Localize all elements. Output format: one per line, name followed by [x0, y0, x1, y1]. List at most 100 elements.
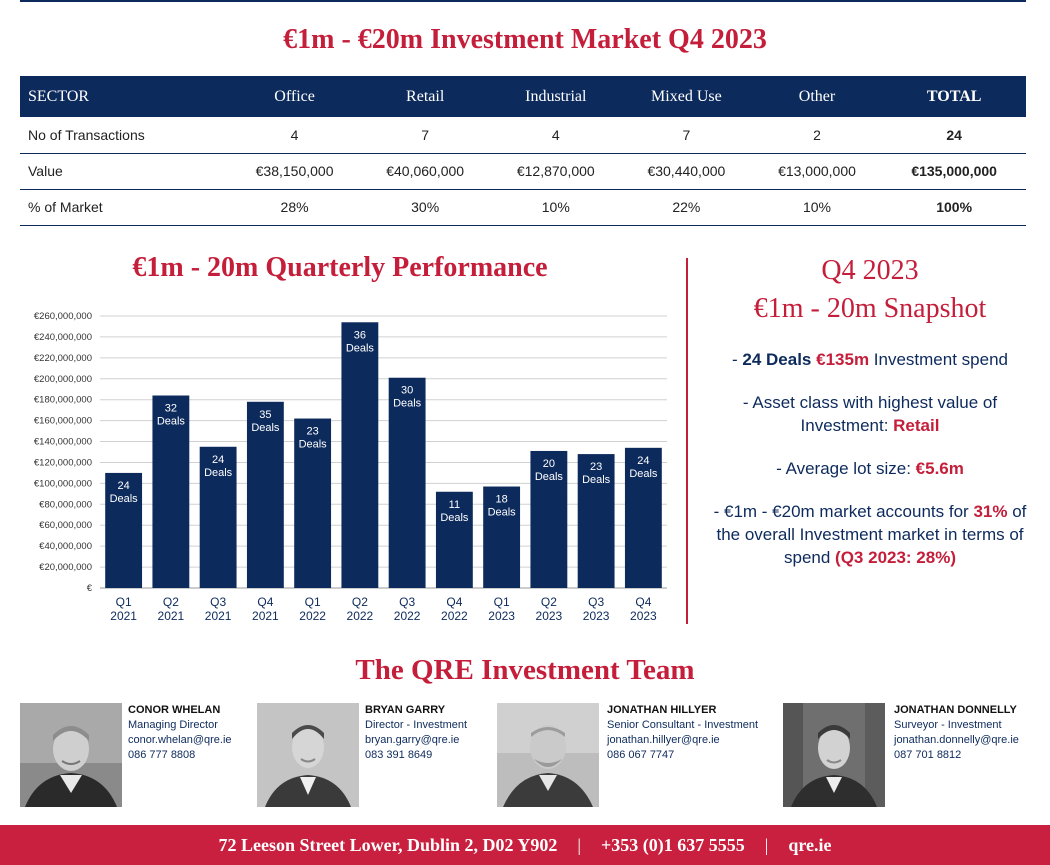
table-cell: €135,000,000 [882, 153, 1026, 190]
bar [341, 322, 379, 588]
table-cell: 4 [229, 117, 360, 154]
top-rule [20, 0, 1026, 2]
avatar [257, 703, 359, 807]
y-tick-label: €160,000,000 [34, 416, 92, 427]
x-tick-label: Q1 [116, 595, 132, 609]
x-tick-label: Q3 [210, 595, 226, 609]
snapshot-title: Q4 2023 €1m - 20m Snapshot [700, 252, 1040, 328]
bar-deals-count: 23 [307, 426, 319, 438]
snapshot-bullet: - Average lot size: €5.6m [776, 459, 964, 478]
x-tick-label: Q2 [541, 595, 557, 609]
member-info: JONATHAN DONNELLY Surveyor - Investment … [894, 703, 1019, 763]
y-tick-label: €120,000,000 [34, 457, 92, 468]
table-cell: 30% [359, 189, 491, 226]
bar-deals-count: 18 [496, 494, 508, 506]
x-tick-label: Q2 [163, 595, 179, 609]
y-tick-label: €260,000,000 [34, 311, 92, 322]
x-tick-label: 2021 [110, 609, 137, 623]
member-role: Surveyor - Investment [894, 719, 1002, 731]
x-tick-label: 2023 [583, 609, 610, 623]
y-tick-label: €200,000,000 [34, 374, 92, 385]
quarterly-bar-chart: € €20,000,000 €40,000,000 €60,000,000 €80,00… [34, 311, 667, 623]
table-cell: Value [20, 153, 230, 190]
x-tick-label: Q2 [352, 595, 368, 609]
x-tick-label: Q4 [635, 595, 651, 609]
avatar [497, 703, 599, 807]
bar-deals-label: Deals [110, 493, 139, 505]
y-tick-label: €240,000,000 [34, 332, 92, 343]
member-name: CONOR WHELAN [128, 704, 221, 716]
table-cell: % of Market [20, 189, 230, 226]
bar-deals-label: Deals [535, 471, 564, 483]
member-phone: 087 701 8812 [894, 749, 962, 761]
member-role: Senior Consultant - Investment [607, 719, 759, 731]
member-info: CONOR WHELAN Managing Director conor.whe… [128, 703, 232, 763]
bar-deals-label: Deals [582, 474, 611, 486]
table-cell: 24 [882, 117, 1026, 154]
member-role: Managing Director [128, 719, 218, 731]
snapshot-bullet: - Asset class with highest value of Inve… [742, 393, 998, 435]
bar [152, 395, 190, 588]
footer-website[interactable]: qre.ie [788, 834, 832, 855]
bar [483, 486, 521, 588]
x-tick-label: 2022 [299, 609, 326, 623]
table-cell: 10% [490, 189, 622, 226]
table-cell: €40,060,000 [359, 153, 491, 190]
bar-deals-label: Deals [204, 467, 233, 479]
bar-deals-label: Deals [299, 439, 328, 451]
snapshot-bullet: - 24 Deals €135m Investment spend [732, 350, 1008, 369]
bar-deals-label: Deals [346, 342, 375, 354]
table-cell: No of Transactions [20, 117, 230, 154]
x-tick-label: 2022 [394, 609, 421, 623]
x-tick-label: Q1 [305, 595, 321, 609]
bar-deals-count: 36 [354, 329, 366, 341]
snapshot-title-line2: €1m - 20m Snapshot [753, 293, 987, 324]
x-tick-label: 2023 [488, 609, 515, 623]
bar [105, 472, 143, 588]
member-name: JONATHAN HILLYER [607, 704, 717, 716]
bar-deals-label: Deals [440, 512, 469, 524]
bar [577, 454, 615, 588]
x-tick-label: Q4 [446, 595, 462, 609]
table-header: TOTAL [882, 76, 1026, 117]
snapshot-bullet: - €1m - €20m market accounts for 31% of … [713, 502, 1027, 567]
x-tick-label: 2023 [630, 609, 657, 623]
bar [294, 418, 332, 588]
bar [624, 447, 662, 588]
bar-deals-count: 35 [259, 409, 271, 421]
table-cell: 10% [751, 189, 883, 226]
y-tick-label: €220,000,000 [34, 353, 92, 364]
member-name: JONATHAN DONNELLY [894, 704, 1017, 716]
bar-deals-count: 24 [637, 455, 649, 467]
table-cell: 28% [229, 189, 360, 226]
bar-deals-label: Deals [488, 507, 517, 519]
table-cell: 7 [621, 117, 752, 154]
chart-title: €1m - 20m Quarterly Performance [132, 252, 548, 283]
member-email[interactable]: conor.whelan@qre.ie [128, 734, 232, 746]
member-email[interactable]: bryan.garry@qre.ie [365, 734, 460, 746]
snapshot-title-line1: Q4 2023 [821, 255, 919, 286]
table-header: Industrial [490, 76, 622, 117]
table-header: Retail [359, 76, 491, 117]
table-header: Office [229, 76, 360, 117]
page-title: €1m - €20m Investment Market Q4 2023 [283, 24, 767, 55]
y-tick-label: €20,000,000 [39, 562, 92, 573]
bar-deals-count: 23 [590, 461, 602, 473]
footer-phone[interactable]: +353 (0)1 637 5555 [600, 834, 745, 855]
table-header: SECTOR [20, 76, 230, 117]
bar-deals-count: 20 [543, 458, 555, 470]
team-title: The QRE Investment Team [355, 654, 695, 686]
bar-deals-label: Deals [251, 422, 280, 434]
bar-deals-count: 24 [118, 480, 130, 492]
footer-address: 72 Leeson Street Lower, Dublin 2, D02 Y9… [218, 834, 558, 855]
member-email[interactable]: jonathan.donnelly@qre.ie [894, 734, 1019, 746]
y-tick-label: €100,000,000 [34, 478, 92, 489]
divider-line [686, 258, 688, 624]
footer-separator: | [764, 834, 769, 855]
table-cell: 22% [621, 189, 752, 226]
table-cell: €12,870,000 [490, 153, 622, 190]
bar-deals-count: 11 [449, 499, 460, 511]
member-email[interactable]: jonathan.hillyer@qre.ie [607, 734, 720, 746]
table-row: Value €38,150,000 €40,060,000 €12,870,00… [20, 153, 1026, 190]
bar-deals-count: 32 [165, 403, 177, 415]
